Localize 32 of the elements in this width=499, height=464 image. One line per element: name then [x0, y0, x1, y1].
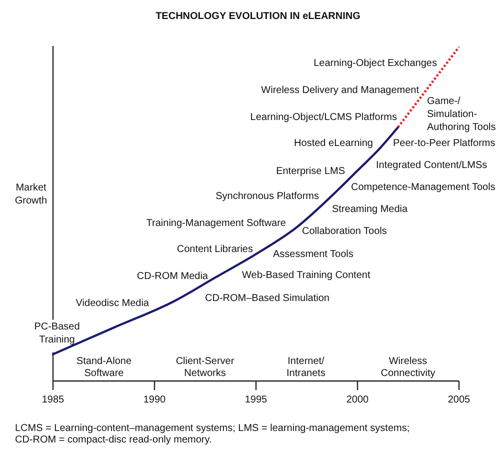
annotation: PC-Based Training: [34, 321, 80, 345]
annotation: Stand-Alone Software: [76, 356, 132, 378]
annotation: Enterprise LMS: [276, 166, 346, 176]
annotation: CD-ROM–Based Simulation: [205, 292, 330, 304]
x-tick-label: 1990: [143, 394, 166, 406]
annotation: Peer-to-Peer Platforms: [393, 138, 496, 148]
x-tick-label: 1985: [42, 394, 65, 406]
annotation: Wireless Connectivity: [380, 356, 436, 378]
x-tick-label: 2000: [346, 394, 370, 406]
annotation: Streaming Media: [332, 204, 408, 214]
annotation: Hosted eLearning: [294, 138, 373, 148]
y-axis-title: Market Growth: [14, 182, 48, 206]
annotation: Assessment Tools: [273, 248, 354, 260]
annotation: Content Libraries: [176, 244, 253, 254]
annotation: Integrated Content/LMSs: [376, 160, 488, 170]
chart-title: TECHNOLOGY EVOLUTION IN eLEARNING: [156, 10, 361, 22]
annotation: Web-Based Training Content: [242, 270, 370, 280]
x-tick-label: 2005: [448, 394, 471, 406]
annotation: Videodisc Media: [76, 298, 150, 308]
annotation: Learning-Object Exchanges: [314, 58, 437, 68]
annotation: CD-ROM Media: [136, 270, 208, 282]
annotation: Synchronous Platforms: [216, 190, 319, 202]
annotation: Client-Server Networks: [176, 356, 235, 378]
annotation: Collaboration Tools: [302, 226, 387, 236]
x-tick-label: 1995: [244, 394, 268, 406]
annotation: Internet/ Intranets: [286, 356, 326, 378]
annotation: Competence-Management Tools: [351, 182, 496, 192]
annotation: Training-Management Software: [146, 218, 286, 228]
annotation: Game-/ Simulation- Authoring Tools: [427, 96, 496, 132]
text: LCMS = Learning-content–management systems; LMS = learning-management systems; CD-ROM = compact-disc read-only memory.: [15, 422, 410, 445]
annotation: Wireless Delivery and Management: [261, 84, 420, 96]
annotation: Learning-Object/LCMS Platforms: [250, 112, 397, 122]
